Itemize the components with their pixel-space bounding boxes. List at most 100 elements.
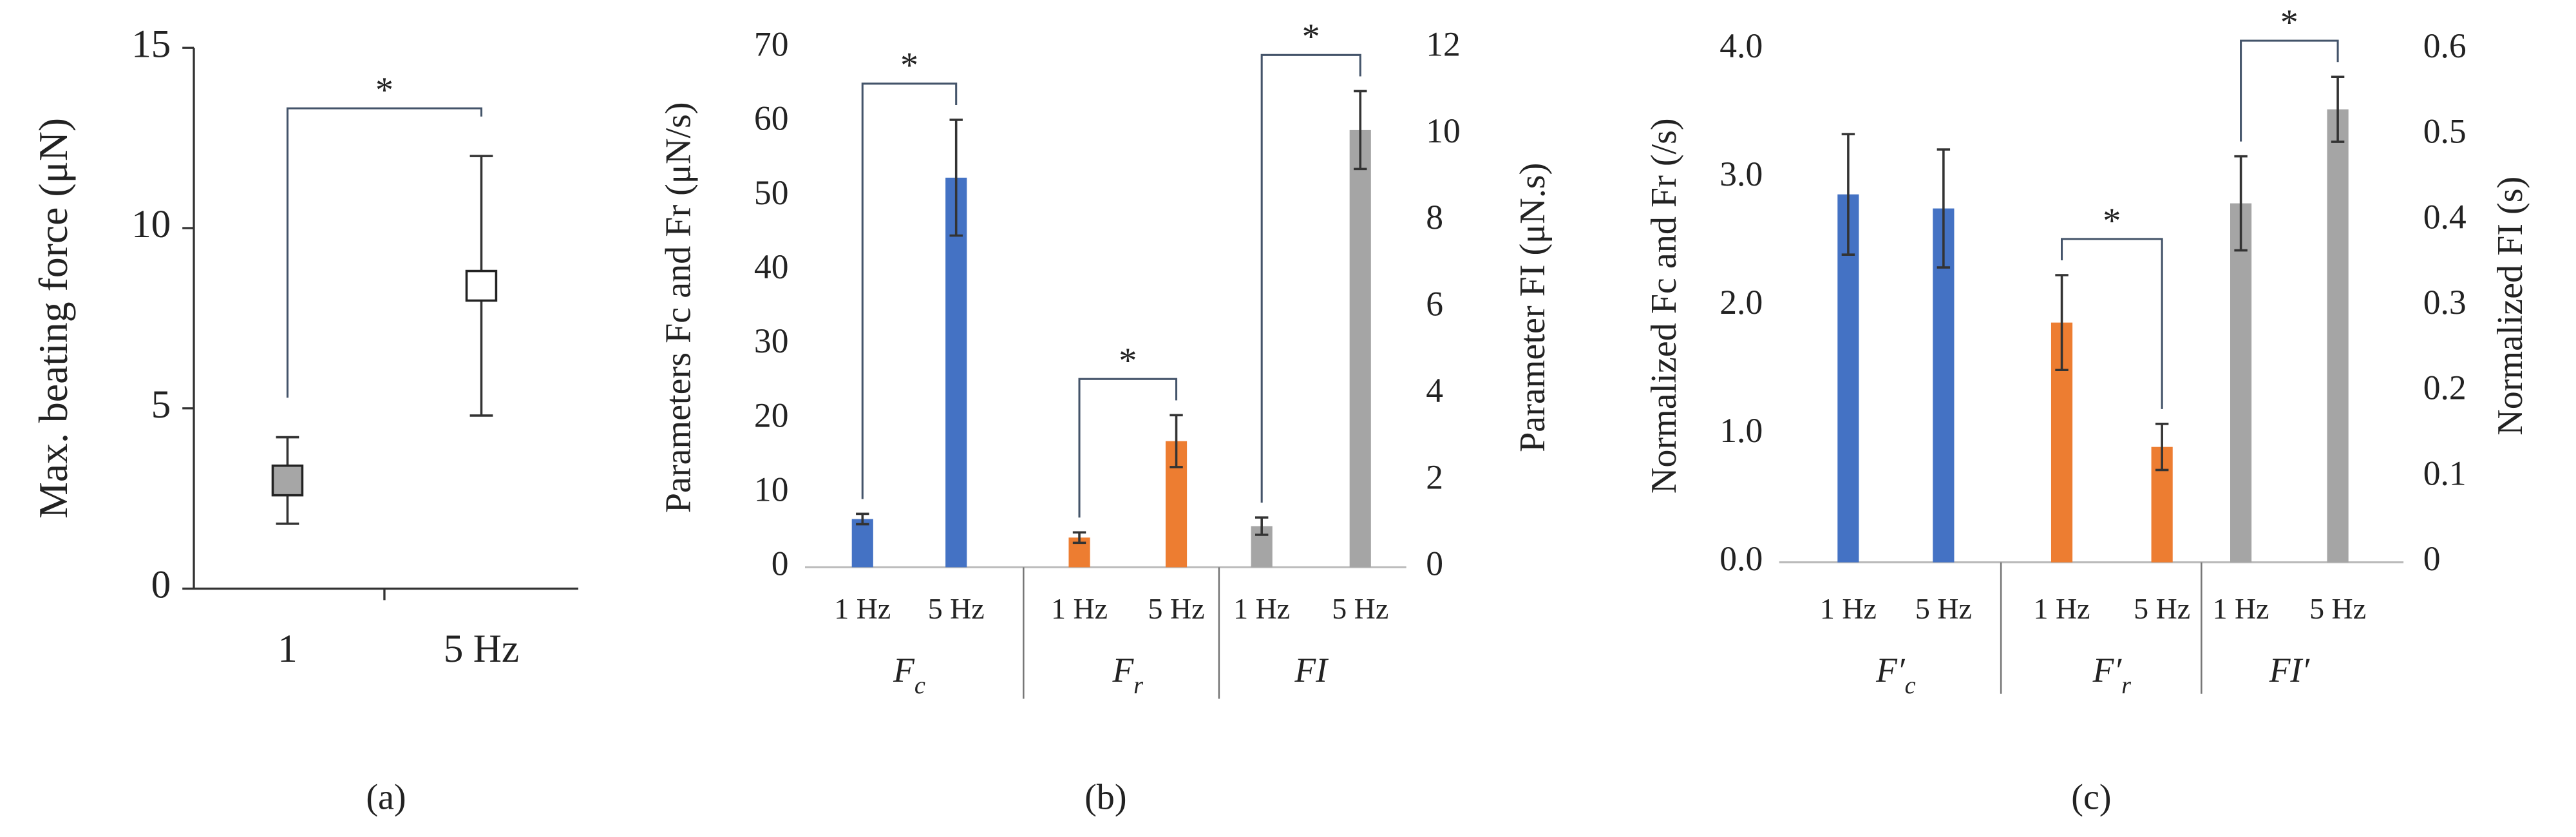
x-tick-label: 5 Hz bbox=[2309, 592, 2366, 625]
x-tick-label: 5 Hz bbox=[928, 592, 985, 625]
y-tick-label: 10 bbox=[754, 470, 789, 509]
group-label-base: F′ bbox=[2092, 651, 2123, 689]
y-axis-label: Normalized Fc and Fr (/s) bbox=[1644, 118, 1684, 494]
y2-tick-label: 0 bbox=[1426, 544, 1443, 583]
bar bbox=[945, 177, 967, 568]
group-label-base: FI bbox=[1294, 651, 1329, 689]
panel-label: (b) bbox=[1084, 777, 1126, 817]
significance-star: * bbox=[375, 70, 393, 110]
group-label: F′r bbox=[2092, 651, 2131, 698]
x-tick-label: 5 Hz bbox=[2134, 592, 2190, 625]
y-tick-label: 10 bbox=[131, 202, 171, 246]
error-bar bbox=[949, 119, 963, 237]
data-point bbox=[465, 269, 498, 302]
group-label-sub: r bbox=[2121, 672, 2131, 699]
y-tick-label: 60 bbox=[754, 99, 789, 138]
y2-axis-label: Parameter FI (μN.s) bbox=[1513, 163, 1553, 452]
significance-star: * bbox=[1302, 17, 1320, 57]
significance-bracket bbox=[861, 82, 958, 499]
group-label-base: F′ bbox=[1875, 651, 1906, 689]
panel-label: (c) bbox=[2071, 777, 2111, 817]
y2-tick-label: 8 bbox=[1426, 198, 1443, 236]
y-tick-label: 30 bbox=[754, 322, 789, 360]
significance-star: * bbox=[1119, 341, 1137, 381]
x-tick-label: 1 Hz bbox=[2034, 592, 2090, 625]
significance-star: * bbox=[900, 46, 918, 86]
group-label: Fc bbox=[893, 651, 925, 698]
y-tick-label: 15 bbox=[131, 22, 171, 66]
y-tick-label: 4.0 bbox=[1719, 26, 1763, 65]
error-bar bbox=[1255, 516, 1269, 536]
y2-tick-label: 0.6 bbox=[2423, 26, 2467, 65]
y-tick-label: 1.0 bbox=[1719, 411, 1763, 450]
group-label-sub: r bbox=[1133, 672, 1143, 699]
error-bar bbox=[2234, 155, 2248, 252]
error-bar bbox=[1937, 148, 1951, 269]
error-bar bbox=[2055, 274, 2069, 372]
error-bar bbox=[1354, 90, 1367, 171]
y-tick-label: 0 bbox=[151, 563, 171, 607]
significance-star: * bbox=[2103, 201, 2121, 241]
y2-tick-label: 12 bbox=[1426, 25, 1461, 64]
group-label: FI bbox=[1294, 651, 1329, 689]
y2-tick-label: 2 bbox=[1426, 457, 1443, 496]
y2-tick-label: 6 bbox=[1426, 285, 1443, 323]
x-tick-label: 1 Hz bbox=[1820, 592, 1877, 625]
y-tick-label: 0.0 bbox=[1719, 539, 1763, 578]
bar bbox=[851, 519, 873, 568]
bar bbox=[1349, 130, 1371, 568]
error-bar bbox=[2155, 423, 2169, 472]
bar bbox=[2230, 203, 2252, 563]
y2-tick-label: 0.5 bbox=[2423, 112, 2467, 151]
y2-tick-label: 0.3 bbox=[2423, 283, 2467, 322]
group-label: FI′ bbox=[2269, 651, 2311, 689]
significance-bracket bbox=[2240, 39, 2339, 142]
y2-tick-label: 0.2 bbox=[2423, 369, 2467, 407]
y-tick-label: 2.0 bbox=[1719, 283, 1763, 322]
y-axis-label: Parameters Fc and Fr (μN/s) bbox=[659, 102, 699, 513]
y-tick-label: 50 bbox=[754, 173, 789, 212]
group-label-sub: c bbox=[914, 672, 925, 699]
error-bar bbox=[1841, 133, 1855, 256]
y2-tick-label: 0.4 bbox=[2423, 197, 2467, 236]
x-tick-label: 1 Hz bbox=[834, 592, 891, 625]
x-tick-label: 1 Hz bbox=[1233, 592, 1290, 625]
y-tick-label: 5 bbox=[151, 383, 171, 427]
significance-bracket bbox=[1260, 53, 1361, 503]
y2-tick-label: 10 bbox=[1426, 111, 1461, 150]
y2-tick-label: 0 bbox=[2423, 539, 2441, 578]
error-bar bbox=[1072, 531, 1086, 544]
significance-star: * bbox=[2280, 3, 2298, 43]
group-label: F′c bbox=[1875, 651, 1915, 698]
y-tick-label: 20 bbox=[754, 396, 789, 434]
x-tick-label: 5 Hz bbox=[444, 627, 519, 671]
error-bar bbox=[1170, 414, 1183, 468]
error-bar bbox=[856, 512, 869, 526]
y-tick-label: 70 bbox=[754, 25, 789, 64]
y-tick-label: 0 bbox=[772, 544, 789, 583]
x-tick-label: 1 Hz bbox=[2213, 592, 2269, 625]
group-label: Fr bbox=[1112, 651, 1143, 698]
y-tick-label: 40 bbox=[754, 247, 789, 286]
y-axis-label: Max. beating force (μN) bbox=[30, 118, 76, 519]
y2-axis-label: Normalized FI (s) bbox=[2490, 177, 2530, 436]
x-tick-label: 5 Hz bbox=[1915, 592, 1972, 625]
y2-tick-label: 0.1 bbox=[2423, 454, 2467, 492]
x-tick-label: 1 Hz bbox=[1051, 592, 1108, 625]
group-label-base: F bbox=[893, 651, 915, 689]
group-label-base: FI′ bbox=[2269, 651, 2311, 689]
data-point bbox=[271, 464, 304, 497]
x-tick-label: 5 Hz bbox=[1148, 592, 1205, 625]
x-tick-label: 1 bbox=[278, 627, 298, 671]
group-label-sub: c bbox=[1905, 672, 1916, 699]
group-label-base: F bbox=[1112, 651, 1134, 689]
significance-bracket bbox=[1078, 378, 1178, 518]
significance-bracket bbox=[2061, 238, 2163, 409]
x-tick-label: 5 Hz bbox=[1332, 592, 1388, 625]
significance-bracket bbox=[286, 107, 482, 398]
bar bbox=[2327, 109, 2349, 563]
error-bar bbox=[2331, 75, 2345, 143]
y-tick-label: 3.0 bbox=[1719, 155, 1763, 193]
